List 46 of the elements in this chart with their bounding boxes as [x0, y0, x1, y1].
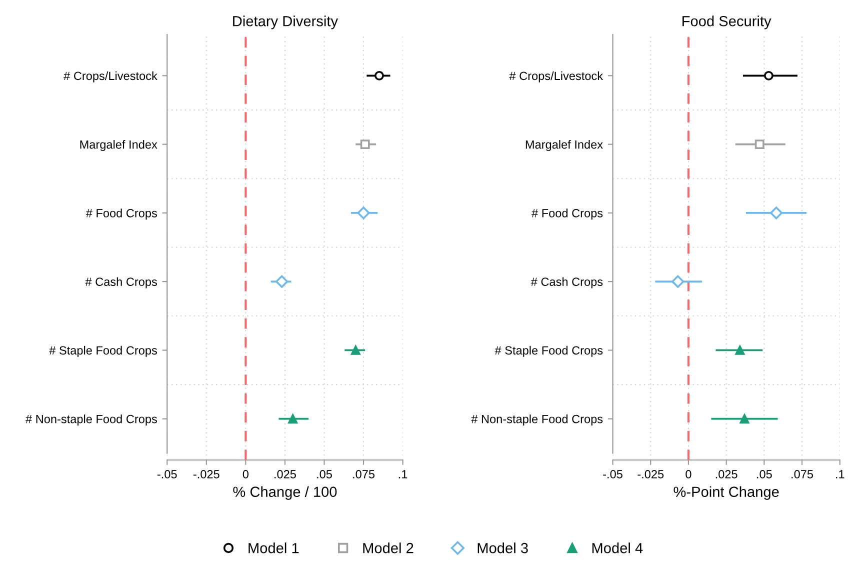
y-tick-label: # Cash Crops — [530, 277, 603, 288]
chart-title: Dietary Diversity — [233, 16, 338, 30]
legend-label: Model 3 — [478, 542, 528, 554]
point — [740, 414, 750, 424]
x-tick-label: .075 — [353, 470, 375, 478]
x-tick-label: .05 — [317, 470, 332, 478]
y-tick-label: # Food Crops — [86, 208, 157, 220]
x-axis-title: %-Point Change — [674, 486, 779, 500]
x-tick-label: .025 — [274, 470, 296, 478]
point — [350, 345, 360, 355]
point — [276, 275, 288, 288]
legend-label: Model 2 — [363, 542, 414, 554]
y-tick-label: # Crops/Livestock — [509, 71, 604, 82]
x-tick-label: -.05 — [157, 470, 177, 478]
y-tick-label: # Non-staple Food Crops — [26, 414, 157, 426]
y-tick-label: Margalef Index — [80, 140, 158, 152]
x-tick-label: .075 — [792, 470, 814, 478]
point — [770, 206, 783, 220]
x-tick-label: 0 — [686, 470, 692, 478]
x-tick-label: 0 — [242, 470, 248, 478]
y-tick-label: # Crops/Livestock — [64, 71, 158, 82]
point — [360, 140, 370, 150]
legend-label: Model 4 — [592, 542, 643, 554]
point — [754, 140, 764, 150]
y-tick-label: Margalef Index — [526, 140, 603, 152]
point — [374, 70, 384, 80]
x-tick-label: -.025 — [638, 470, 664, 478]
x-tick-label: -.025 — [193, 470, 220, 478]
point — [764, 70, 774, 80]
y-tick-label: # Non-staple Food Crops — [471, 414, 603, 426]
point — [735, 345, 745, 355]
y-tick-label: # Food Crops — [532, 208, 603, 220]
y-tick-label: # Cash Crops — [85, 277, 157, 288]
x-tick-label: .1 — [398, 470, 408, 478]
chart-title: Food Security — [682, 16, 772, 30]
legend-label: Model 1 — [248, 542, 299, 554]
point — [672, 275, 684, 288]
y-tick-label: # Staple Food Crops — [49, 346, 157, 357]
x-axis-title: % Change / 100 — [233, 486, 337, 500]
point — [357, 206, 370, 220]
x-tick-label: -.05 — [603, 470, 622, 478]
x-tick-label: .1 — [836, 470, 844, 478]
x-tick-label: .025 — [716, 470, 738, 478]
y-tick-label: # Staple Food Crops — [494, 346, 603, 357]
x-tick-label: .05 — [757, 470, 772, 478]
point — [288, 414, 298, 424]
